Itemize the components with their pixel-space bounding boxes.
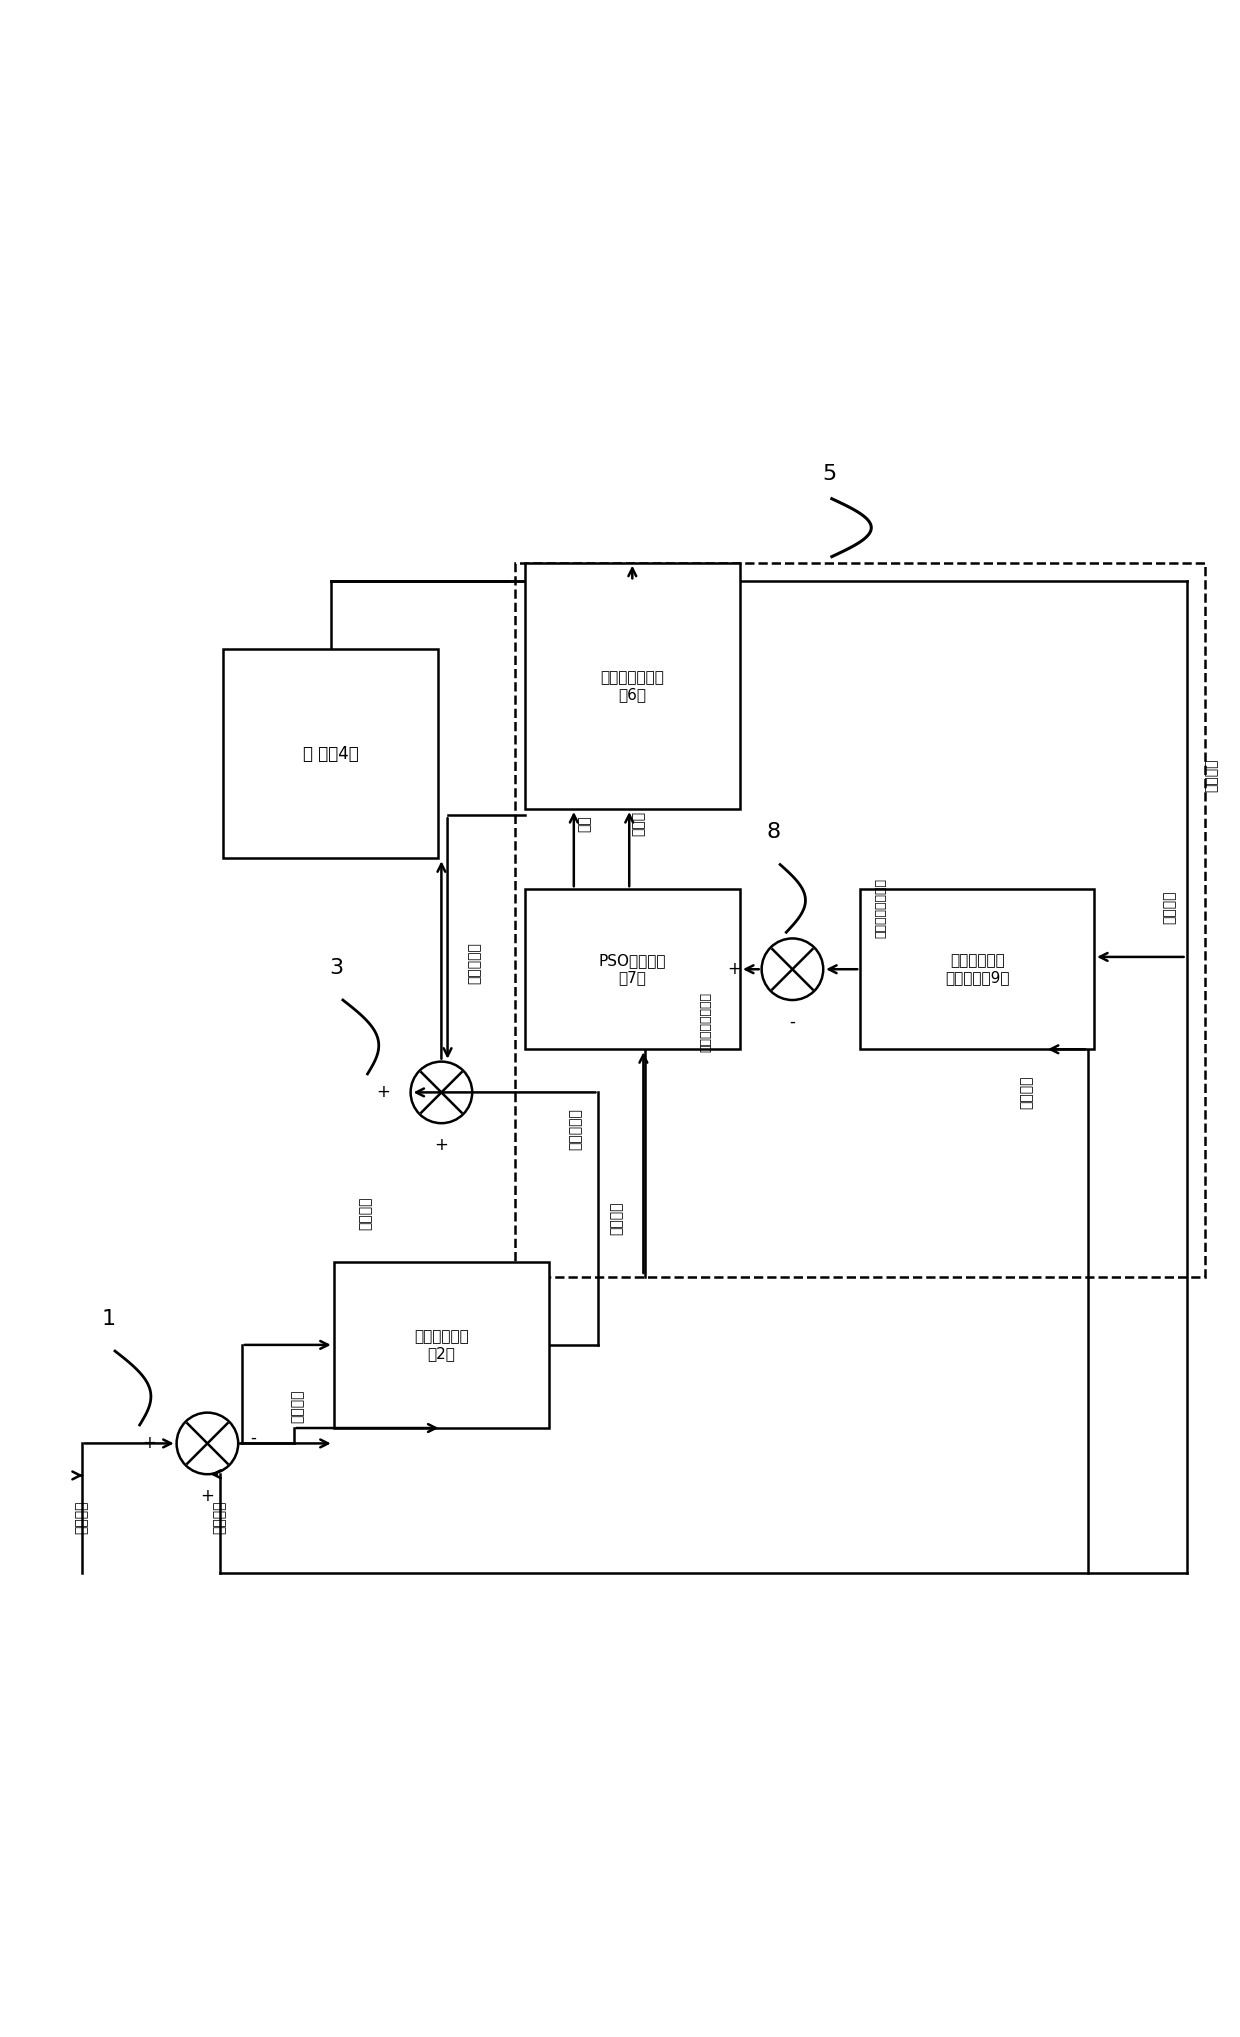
Text: 阻尼比: 阻尼比 [631,811,646,837]
Text: 传动链鸻尼比误差: 传动链鸻尼比误差 [699,992,713,1053]
Text: 转速给定: 转速给定 [74,1501,89,1534]
Circle shape [761,939,823,1000]
Bar [334,1261,549,1428]
Text: 5: 5 [822,464,837,485]
Circle shape [410,1061,472,1122]
Bar [516,562,1205,1277]
Text: 8: 8 [766,823,781,843]
Text: 转速误差: 转速误差 [290,1389,304,1424]
Text: +: + [434,1137,449,1155]
Text: 转矩加阻滤波器
（6）: 转矩加阻滤波器 （6） [600,670,665,703]
Text: 测量转速: 测量转速 [213,1501,227,1534]
Bar [525,562,740,809]
Text: 转矩给定: 转矩给定 [358,1196,372,1230]
Text: +: + [377,1084,391,1102]
Text: 实际传动链鸻尼比: 实际传动链鸻尼比 [874,878,888,937]
Circle shape [176,1412,238,1475]
Text: 风 机（4）: 风 机（4） [303,746,358,762]
Text: 频率: 频率 [578,815,591,833]
Text: 转矩给定: 转矩给定 [1019,1076,1033,1110]
Text: 测量转速: 测量转速 [1204,758,1218,792]
Bar [525,890,740,1049]
Text: -: - [250,1428,255,1446]
Text: -: - [790,1012,795,1031]
Bar [861,890,1094,1049]
Text: 测量转速: 测量转速 [1162,890,1177,925]
Text: 理想鸻尼比: 理想鸻尼比 [569,1108,583,1151]
Text: 转矩环控制器
（2）: 转矩环控制器 （2） [414,1328,469,1361]
Text: +: + [143,1434,156,1452]
Text: 转矩给定: 转矩给定 [610,1202,624,1234]
Text: 3: 3 [330,957,343,978]
Text: PSO寻優模块
（7）: PSO寻優模块 （7） [599,953,666,986]
Bar [223,650,438,858]
Text: 转矩加阻值: 转矩加阻值 [467,943,481,984]
Text: 1: 1 [102,1310,115,1328]
Text: +: + [201,1487,215,1505]
Text: +: + [728,959,742,978]
Text: 传动链鸻尼比
计算模块（9）: 传动链鸻尼比 计算模块（9） [945,953,1009,986]
